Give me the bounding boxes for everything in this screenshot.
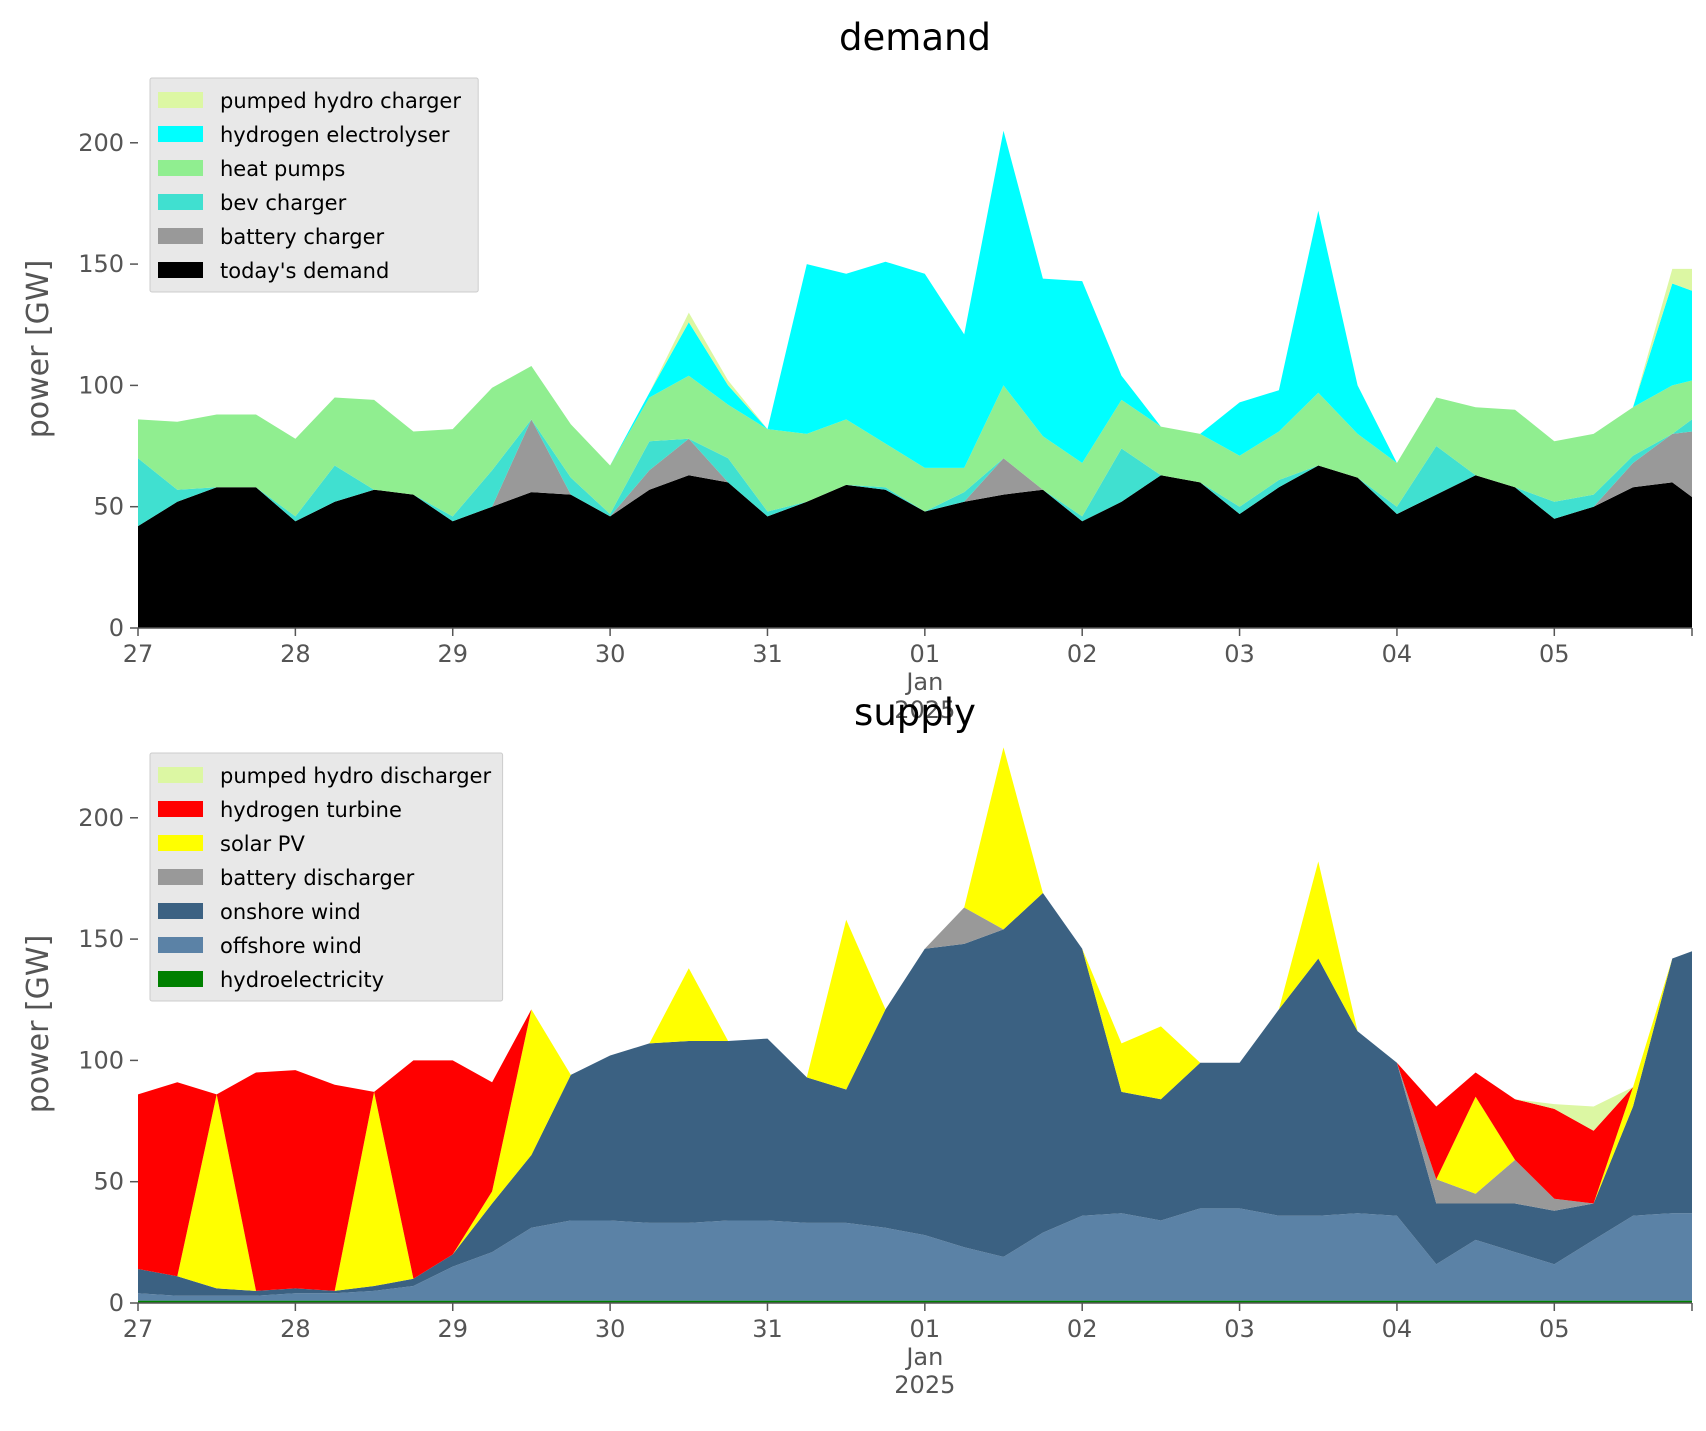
legend-swatch <box>158 228 203 244</box>
x-tick-label: 03 <box>1224 1315 1255 1343</box>
y-tick-label: 0 <box>109 614 124 642</box>
area-hydrogen-turbine <box>138 747 1692 1291</box>
legend-swatch <box>158 194 203 210</box>
x-tick-label: 05 <box>1539 640 1570 668</box>
x-sublabel: Jan <box>904 1343 943 1371</box>
y-tick-label: 200 <box>78 129 124 157</box>
x-tick-label: 28 <box>280 640 311 668</box>
y-axis-label: power [GW] <box>21 935 56 1114</box>
legend: pumped hydro discharger hydrogen turbine s… <box>149 752 504 1002</box>
area-bev-charger <box>138 419 1692 527</box>
legend-swatch <box>158 126 203 142</box>
legend-label: battery charger <box>220 225 385 249</box>
x-tick-label: 01 <box>910 640 941 668</box>
legend-swatch <box>158 971 203 987</box>
legend-label: pumped hydro discharger <box>220 764 491 788</box>
x-sublabel: 2025 <box>894 1371 955 1399</box>
y-tick-label: 50 <box>93 1168 124 1196</box>
x-tick-label: 02 <box>1067 1315 1098 1343</box>
x-tick-label: 01 <box>910 1315 941 1343</box>
area-onshore-wind <box>138 893 1692 1296</box>
area-heat-pumps <box>138 366 1692 517</box>
legend-label: hydroelectricity <box>220 968 384 992</box>
legend-label: battery discharger <box>220 866 415 890</box>
legend-label: today's demand <box>220 259 389 283</box>
x-sublabel: Jan <box>904 668 943 696</box>
x-tick-label: 29 <box>437 640 468 668</box>
x-sublabel: 2025 <box>894 696 955 724</box>
legend-label: hydrogen turbine <box>220 798 402 822</box>
legend-swatch <box>158 835 203 851</box>
legend-box <box>149 77 479 293</box>
x-tick-label: 04 <box>1382 1315 1413 1343</box>
x-tick-label: 28 <box>280 1315 311 1343</box>
x-tick-label: 30 <box>595 640 626 668</box>
y-axis-label: power [GW] <box>21 260 56 439</box>
legend: pumped hydro charger hydrogen electrolyse… <box>149 77 479 293</box>
legend-label: bev charger <box>220 191 347 215</box>
area-offshore-wind <box>138 1208 1692 1301</box>
x-tick-label: 27 <box>123 1315 154 1343</box>
x-tick-label: 27 <box>123 640 154 668</box>
y-tick-label: 0 <box>109 1289 124 1317</box>
chart-title: demand <box>839 16 991 59</box>
x-tick-label: 31 <box>752 640 783 668</box>
y-tick-label: 50 <box>93 493 124 521</box>
area-today-s-demand <box>138 465 1692 628</box>
y-tick-label: 100 <box>78 1046 124 1074</box>
legend-swatch <box>158 937 203 953</box>
area-battery-charger <box>138 419 1692 527</box>
legend-swatch <box>158 869 203 885</box>
x-tick-label: 04 <box>1382 640 1413 668</box>
x-tick-label: 03 <box>1224 640 1255 668</box>
legend-box <box>149 752 504 1002</box>
legend-swatch <box>158 767 203 783</box>
x-tick-label: 02 <box>1067 640 1098 668</box>
legend-label: heat pumps <box>220 157 345 181</box>
legend-label: pumped hydro charger <box>220 89 461 113</box>
x-tick-label: 31 <box>752 1315 783 1343</box>
chart-title: supply <box>854 691 976 734</box>
legend-label: hydrogen electrolyser <box>220 123 450 147</box>
area-solar-pv <box>138 747 1692 1291</box>
legend-swatch <box>158 160 203 176</box>
area-hydrogen-electrolyser <box>138 130 1692 468</box>
legend-label: onshore wind <box>220 900 361 924</box>
legend-swatch <box>158 262 203 278</box>
area-layers <box>138 130 1692 628</box>
legend-label: solar PV <box>220 832 305 856</box>
x-tick-label: 30 <box>595 1315 626 1343</box>
x-tick-label: 05 <box>1539 1315 1570 1343</box>
y-tick-label: 100 <box>78 371 124 399</box>
legend-label: offshore wind <box>220 934 362 958</box>
y-tick-label: 150 <box>78 250 124 278</box>
legend-swatch <box>158 92 203 108</box>
x-tick-label: 29 <box>437 1315 468 1343</box>
y-tick-label: 150 <box>78 925 124 953</box>
y-tick-label: 200 <box>78 804 124 832</box>
legend-swatch <box>158 903 203 919</box>
legend-swatch <box>158 801 203 817</box>
